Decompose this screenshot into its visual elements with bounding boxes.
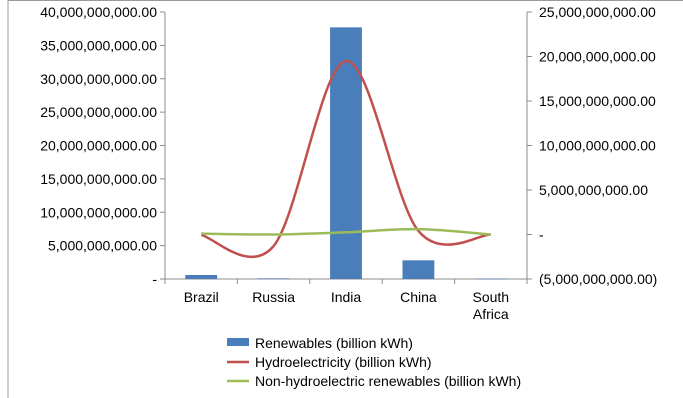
x-tick-label: Russia xyxy=(252,289,295,305)
bar-south-africa xyxy=(474,278,507,280)
x-tick-label: Africa xyxy=(473,306,509,322)
left-tick-label: 15,000,000,000.00 xyxy=(40,171,157,187)
tick-labels: 40,000,000,000.00 35,000,000,000.00 30,000… xyxy=(40,4,657,322)
bar-series xyxy=(185,27,507,280)
left-tick-label: - xyxy=(152,271,157,287)
bar-russia xyxy=(257,278,290,279)
x-tick-label: India xyxy=(331,289,362,305)
right-tick-label: 20,000,000,000.00 xyxy=(539,49,656,65)
left-tick-label: 5,000,000,000.00 xyxy=(48,238,157,254)
bar-brazil xyxy=(185,274,218,279)
right-tick-label: - xyxy=(539,227,544,243)
legend: Renewables (billion kWh) Hydroelectricity… xyxy=(227,335,521,389)
bar-china xyxy=(402,260,435,279)
line-series xyxy=(200,59,491,259)
left-tick-label: 35,000,000,000.00 xyxy=(40,37,157,53)
x-tick-label: South xyxy=(473,289,510,305)
left-tick-label: 30,000,000,000.00 xyxy=(40,71,157,87)
right-tick-label: 25,000,000,000.00 xyxy=(539,4,656,20)
legend-label: Non-hydroelectric renewables (billion kW… xyxy=(255,373,521,389)
right-tick-label: 15,000,000,000.00 xyxy=(539,93,656,109)
legend-label: Renewables (billion kWh) xyxy=(255,335,413,351)
left-tick-label: 40,000,000,000.00 xyxy=(40,4,157,20)
right-tick-label: (5,000,000,000.00) xyxy=(539,271,657,287)
line-hydroelectricity xyxy=(200,59,491,259)
left-tick-label: 20,000,000,000.00 xyxy=(40,138,157,154)
left-tick-label: 25,000,000,000.00 xyxy=(40,104,157,120)
legend-label: Hydroelectricity (billion kWh) xyxy=(255,354,432,370)
x-tick-label: China xyxy=(400,289,437,305)
legend-swatch-bar xyxy=(227,338,249,346)
line-non-hydroelectric xyxy=(201,227,491,236)
bar-india xyxy=(330,27,362,280)
x-tick-label: Brazil xyxy=(184,289,219,305)
left-tick-label: 10,000,000,000.00 xyxy=(40,204,157,220)
right-tick-label: 5,000,000,000.00 xyxy=(539,182,648,198)
right-tick-label: 10,000,000,000.00 xyxy=(539,138,656,154)
